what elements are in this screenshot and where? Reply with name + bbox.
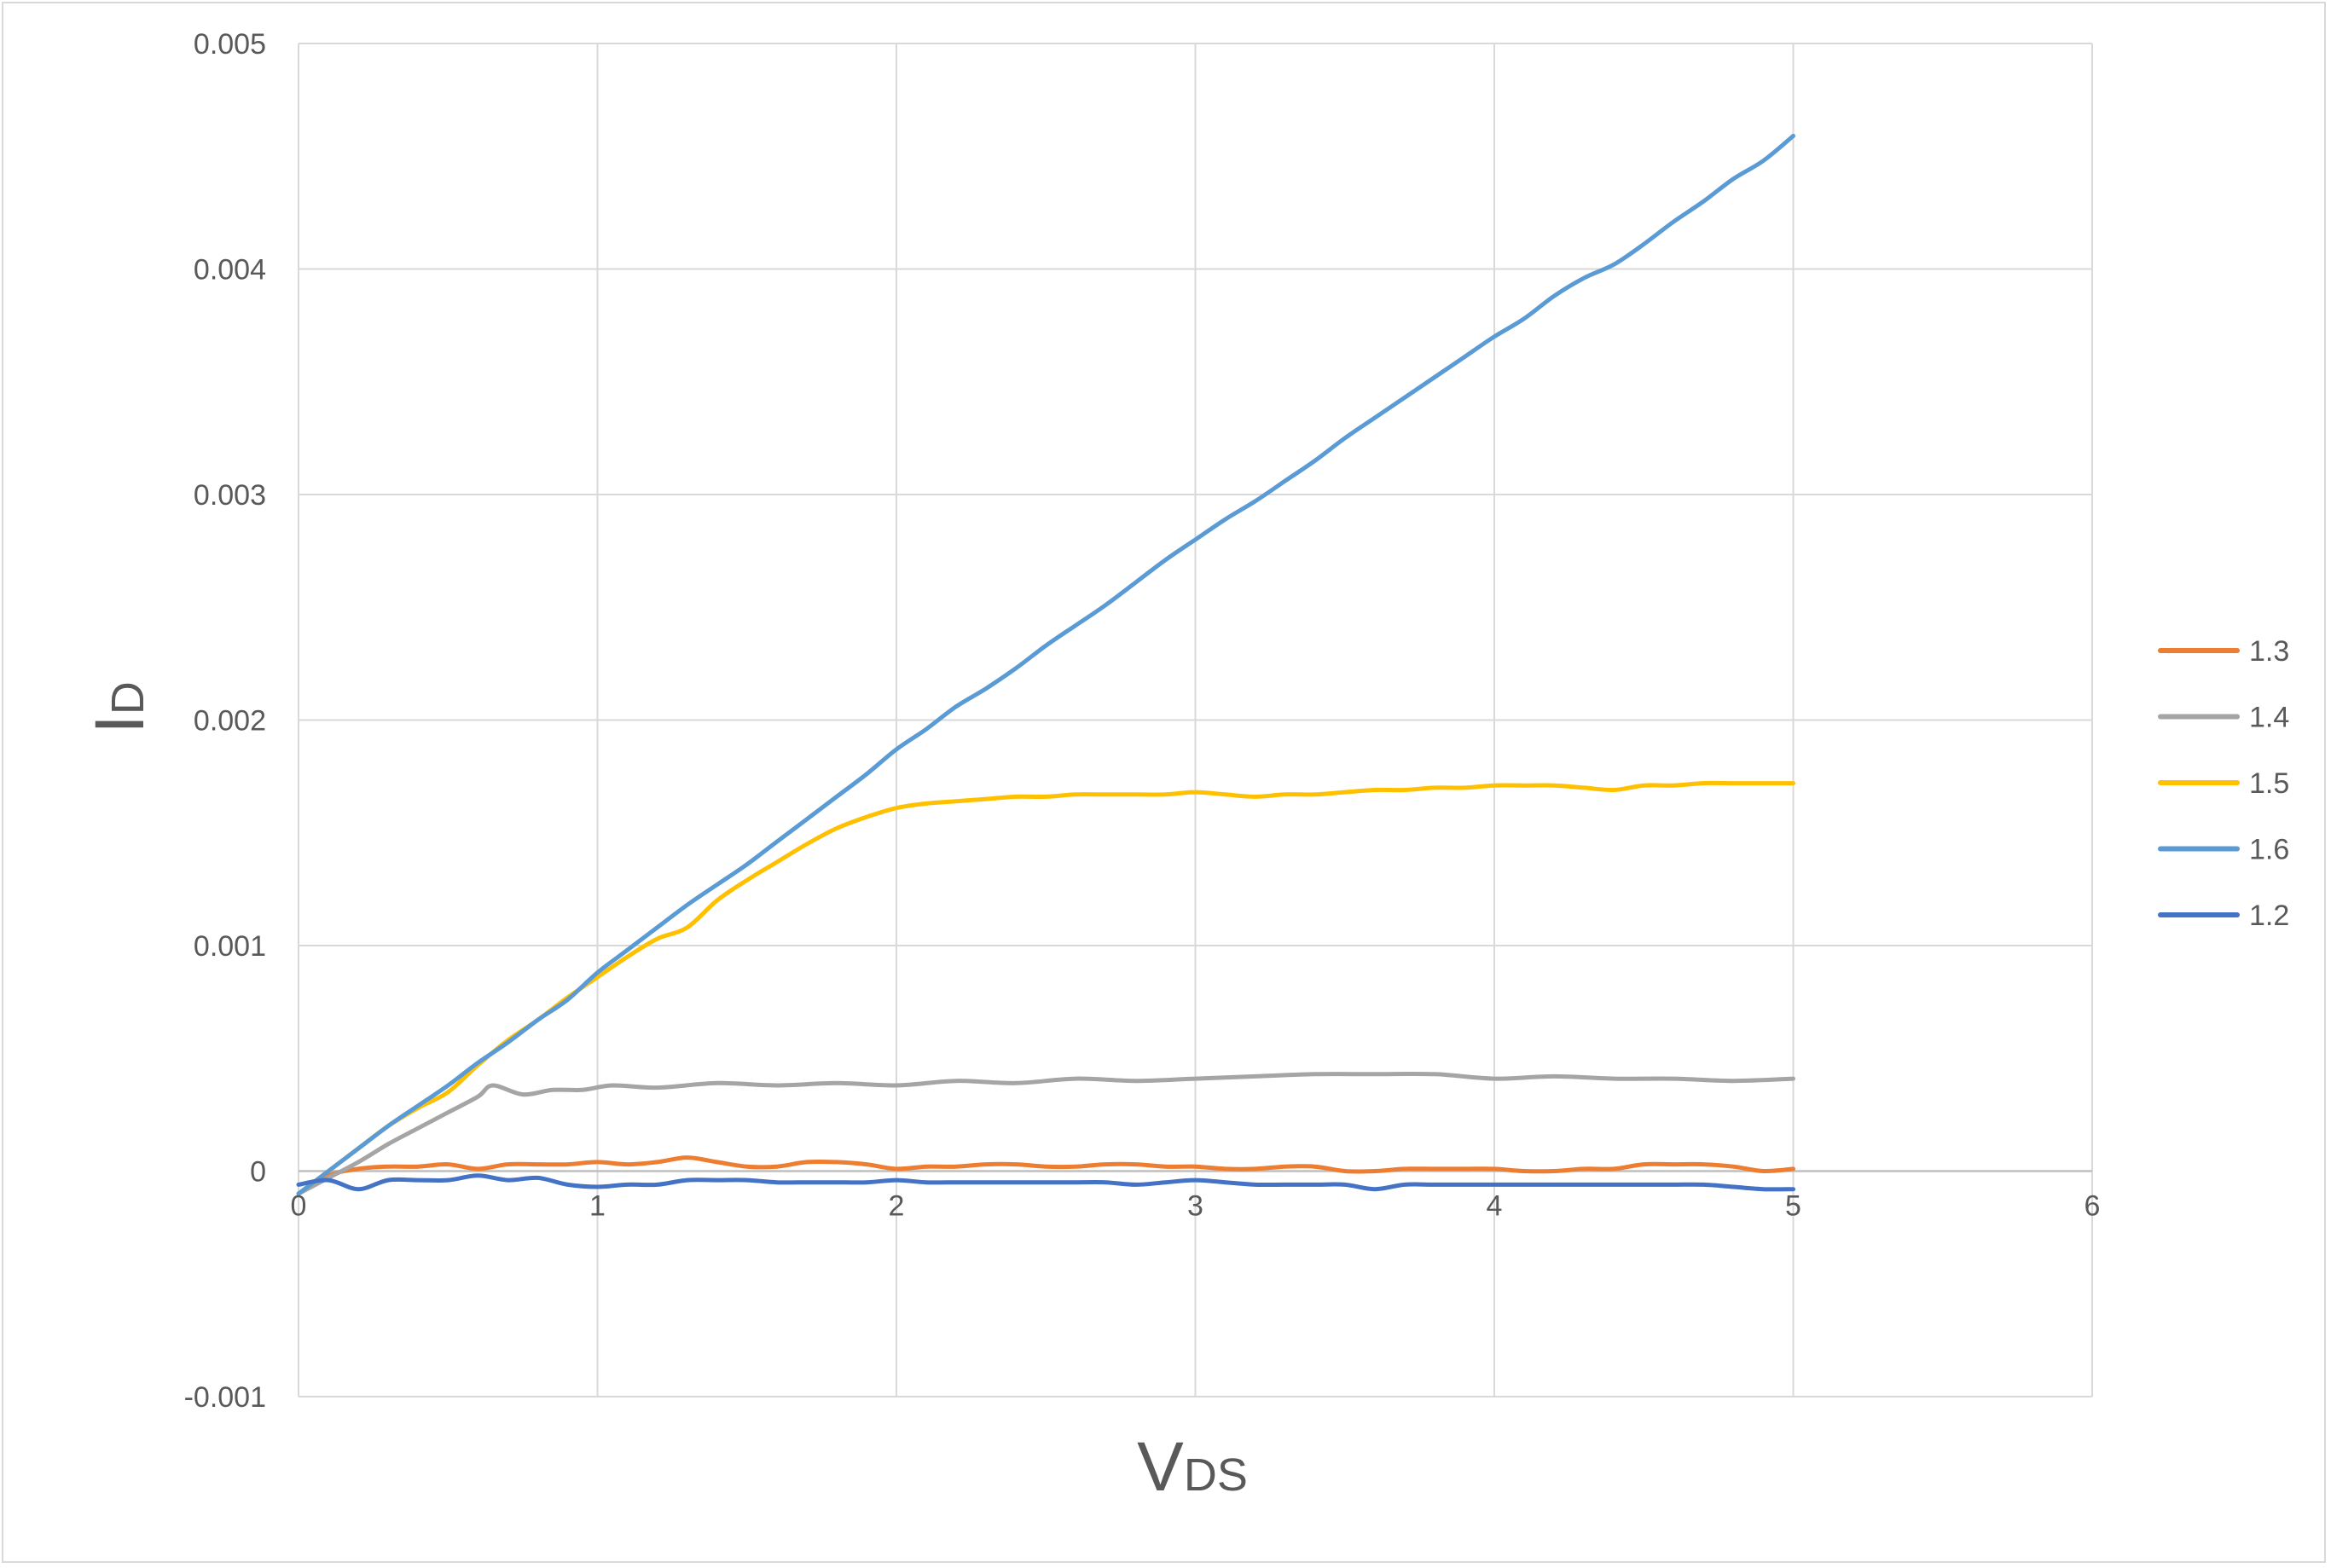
tick-labels: 0 1 2 3 4 5 6 -0.001 0 0.001 0.002 0.003 0.004 0.005 xyxy=(184,28,2101,1414)
x-tick-label: 6 xyxy=(2085,1190,2101,1223)
legend-label: 1.2 xyxy=(2249,900,2289,932)
y-axis-title: ID xyxy=(81,681,159,734)
y-tick-label: -0.001 xyxy=(184,1381,266,1414)
x-tick-label: 1 xyxy=(589,1190,606,1223)
series-line-1-5 xyxy=(296,780,1795,1196)
y-tick-label: 0.001 xyxy=(194,930,266,963)
y-tick-label: 0 xyxy=(250,1156,266,1189)
x-tick-label: 5 xyxy=(1785,1190,1801,1223)
legend: 1.3 1.4 1.5 1.6 1.2 xyxy=(2158,635,2289,932)
x-tick-label: 0 xyxy=(291,1190,307,1223)
y-axis-title-sub: D xyxy=(102,681,154,715)
x-tick-label: 3 xyxy=(1187,1190,1203,1223)
series-line-1-4 xyxy=(296,1071,1795,1196)
series-line-1-3 xyxy=(296,1155,1795,1196)
y-tick-label: 0.004 xyxy=(194,254,266,286)
y-tick-label: 0.003 xyxy=(194,479,266,512)
y-tick-label: 0.005 xyxy=(194,28,266,61)
x-axis-title-sub: DS xyxy=(1184,1449,1248,1501)
legend-label: 1.4 xyxy=(2249,702,2289,734)
x-tick-label: 4 xyxy=(1487,1190,1503,1223)
legend-label: 1.5 xyxy=(2249,767,2289,800)
series-line-1-6 xyxy=(296,133,1795,1196)
y-axis-title-main: I xyxy=(81,715,159,734)
y-tick-label: 0.002 xyxy=(194,705,266,738)
legend-label: 1.3 xyxy=(2249,635,2289,668)
x-axis-title-main: V xyxy=(1137,1428,1184,1506)
series-line-1-2 xyxy=(296,1173,1795,1192)
x-tick-label: 2 xyxy=(889,1190,905,1223)
series-lines xyxy=(296,133,1795,1196)
legend-label: 1.6 xyxy=(2249,834,2289,866)
x-axis-title: VDS xyxy=(1137,1428,1248,1506)
